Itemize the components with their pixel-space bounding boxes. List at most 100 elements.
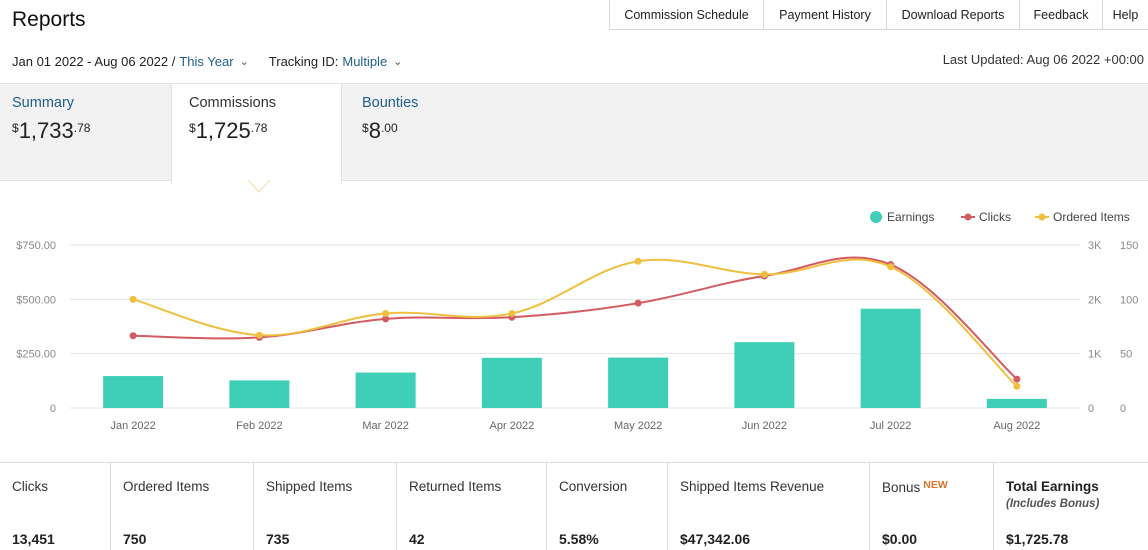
legend-clicks-marker-icon	[964, 213, 972, 221]
tab-bounties[interactable]: Bounties $ 8 .00	[362, 84, 522, 182]
amount-cents: .78	[73, 121, 91, 135]
x-tick-label: Apr 2022	[490, 420, 535, 432]
commissions-amount: $ 1,725 .78	[189, 118, 341, 144]
metric-label: Ordered Items	[123, 479, 210, 494]
tab-commissions[interactable]: Commissions $ 1,725 .78	[171, 84, 342, 184]
metric-label: Bonus NEW	[882, 479, 948, 495]
currency-symbol: $	[189, 121, 196, 135]
earnings-bar	[103, 376, 164, 408]
x-tick-label: Jul 2022	[870, 420, 912, 432]
metric-label: Shipped Items Revenue	[680, 479, 825, 494]
last-updated: Last Updated: Aug 06 2022 +00:00	[942, 52, 1144, 67]
bonus-label: Bonus	[882, 480, 921, 495]
y-right-ordered-tick-label: 100	[1120, 294, 1138, 306]
amount-whole: 1,733	[18, 118, 74, 143]
tracking-id-dropdown[interactable]: Multiple	[342, 53, 388, 69]
metric-label: Total Earnings	[1006, 479, 1099, 494]
metric-label: Conversion	[559, 479, 628, 494]
metric-value: $1,725.78	[1006, 531, 1069, 547]
metric-sublabel: (Includes Bonus)	[1006, 498, 1100, 510]
earnings-chart: 0 $250.00 $500.00 $750.00 0 1K 2K 3K 0 50 100 150 Ja…	[16, 210, 1138, 432]
clicks-point	[1013, 375, 1021, 383]
earnings-bar	[608, 357, 669, 408]
legend-earnings-marker-icon	[870, 211, 882, 223]
metric-returned-items: Returned Items 42	[397, 463, 547, 550]
metric-label: Shipped Items	[266, 479, 353, 494]
ordered-items-point	[1013, 382, 1021, 390]
metric-bonus: Bonus NEW $0.00	[870, 463, 994, 550]
legend-clicks-label: Clicks	[979, 210, 1011, 224]
period-dropdown[interactable]: This Year	[179, 53, 234, 69]
ordered-items-point	[634, 257, 642, 265]
top-nav: Commission Schedule Payment History Down…	[609, 0, 1148, 30]
y-right-clicks-tick-label: 2K	[1088, 294, 1102, 306]
earnings-bar	[355, 372, 416, 408]
x-tick-label: Mar 2022	[362, 420, 408, 432]
amount-cents: .00	[380, 121, 398, 135]
tab-bounties-label: Bounties	[362, 95, 419, 111]
commission-schedule-link[interactable]: Commission Schedule	[610, 0, 764, 29]
metric-shipped-items-revenue: Shipped Items Revenue $47,342.06	[668, 463, 870, 550]
chevron-down-icon[interactable]: ⌄	[239, 55, 249, 68]
ordered-items-point	[887, 263, 895, 271]
metric-ordered-items: Ordered Items 750	[111, 463, 254, 550]
clicks-point	[382, 315, 390, 323]
metric-value: 42	[409, 531, 425, 547]
filter-row: Jan 01 2022 - Aug 06 2022 / This Year ⌄ …	[12, 52, 422, 70]
metric-value: 13,451	[12, 531, 55, 547]
active-tab-pointer-icon	[248, 180, 270, 193]
payment-history-link[interactable]: Payment History	[764, 0, 887, 29]
y-right-clicks-tick-label: 3K	[1088, 240, 1102, 252]
tab-commissions-label: Commissions	[189, 95, 277, 111]
page-title: Reports	[12, 8, 86, 31]
legend-ordered-items-label: Ordered Items	[1053, 210, 1130, 224]
metric-label: Returned Items	[409, 479, 502, 494]
ordered-items-point	[508, 309, 516, 317]
ordered-items-point	[255, 331, 263, 339]
earnings-bar	[860, 308, 921, 408]
bounties-amount: $ 8 .00	[362, 118, 522, 144]
help-link[interactable]: Help	[1112, 7, 1139, 22]
download-reports-link[interactable]: Download Reports	[887, 0, 1020, 29]
metric-value: $0.00	[882, 531, 918, 547]
metric-clicks: Clicks 13,451	[0, 463, 111, 550]
y-right-ordered-tick-label: 50	[1120, 349, 1132, 361]
date-range: Jan 01 2022 - Aug 06 2022 /	[12, 53, 176, 69]
earnings-bar	[734, 342, 795, 408]
y-left-tick-label: 0	[50, 403, 56, 415]
amount-cents: .78	[250, 121, 268, 135]
y-left-tick-label: $500.00	[16, 294, 56, 306]
new-badge: NEW	[923, 479, 948, 491]
x-tick-label: May 2022	[614, 420, 662, 432]
y-left-tick-label: $250.00	[16, 349, 56, 361]
chevron-down-icon[interactable]: ⌄	[393, 55, 403, 68]
metric-value: 750	[123, 531, 147, 547]
y-left-tick-label: $750.00	[16, 240, 56, 252]
metric-total-earnings: Total Earnings (Includes Bonus) $1,725.7…	[994, 463, 1148, 550]
metric-label: Clicks	[12, 479, 48, 494]
metric-conversion: Conversion 5.58%	[547, 463, 668, 550]
currency-symbol: $	[12, 121, 19, 135]
x-tick-label: Jun 2022	[742, 420, 787, 432]
ordered-items-point	[760, 270, 768, 278]
y-right-ordered-tick-label: 0	[1120, 403, 1126, 415]
metric-value: $47,342.06	[680, 531, 751, 547]
x-tick-label: Feb 2022	[236, 420, 282, 432]
metric-value: 5.58%	[559, 531, 599, 547]
clicks-point	[634, 299, 642, 307]
amount-whole: 8	[368, 118, 381, 143]
x-tick-label: Aug 2022	[993, 420, 1040, 432]
y-right-clicks-tick-label: 1K	[1088, 349, 1102, 361]
summary-amount: $ 1,733 .78	[12, 118, 172, 144]
clicks-point	[129, 332, 137, 340]
feedback-link[interactable]: Feedback	[1020, 0, 1103, 29]
earnings-bar	[481, 357, 542, 408]
metric-value: 735	[266, 531, 290, 547]
report-tabs: Summary $ 1,733 .78 Commissions $ 1,725 …	[0, 83, 1148, 184]
metrics-bar: Clicks 13,451 Ordered Items 750 Shipped …	[0, 462, 1148, 550]
metric-shipped-items: Shipped Items 735	[254, 463, 397, 550]
ordered-items-point	[129, 295, 137, 303]
tab-summary[interactable]: Summary $ 1,733 .78	[12, 84, 172, 182]
x-tick-label: Jan 2022	[110, 420, 155, 432]
y-right-ordered-tick-label: 150	[1120, 240, 1138, 252]
